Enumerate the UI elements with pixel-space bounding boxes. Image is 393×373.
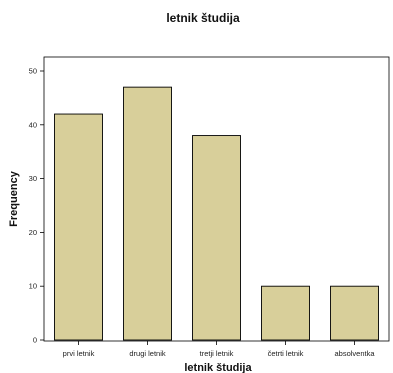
bar (123, 86, 172, 341)
x-tick-label: četrti letnik (268, 349, 304, 358)
x-tick-label: prvi letnik (63, 349, 95, 358)
chart-title: letnik študija (166, 11, 240, 25)
y-tick-label: 10 (29, 282, 37, 291)
x-tick-label: absolventka (334, 349, 375, 358)
y-tick-label: 0 (33, 336, 37, 345)
y-axis-label: Frequency (8, 170, 20, 227)
y-tick-label: 40 (29, 120, 37, 129)
y-tick-label: 30 (29, 174, 37, 183)
y-tick-label: 50 (29, 67, 37, 76)
x-axis: prvi letnik drugi letnik tretji letnik četr… (63, 341, 375, 358)
bar (330, 285, 379, 341)
x-tick-label: drugi letnik (129, 349, 166, 358)
y-tick-label: 20 (29, 228, 37, 237)
x-tick-label: tretji letnik (200, 349, 234, 358)
bar (54, 113, 103, 341)
bar (261, 285, 310, 341)
bar (192, 135, 241, 341)
y-axis: 0 10 20 30 40 50 (29, 67, 44, 345)
x-axis-label: letnik študija (184, 362, 252, 373)
bars (54, 86, 379, 341)
